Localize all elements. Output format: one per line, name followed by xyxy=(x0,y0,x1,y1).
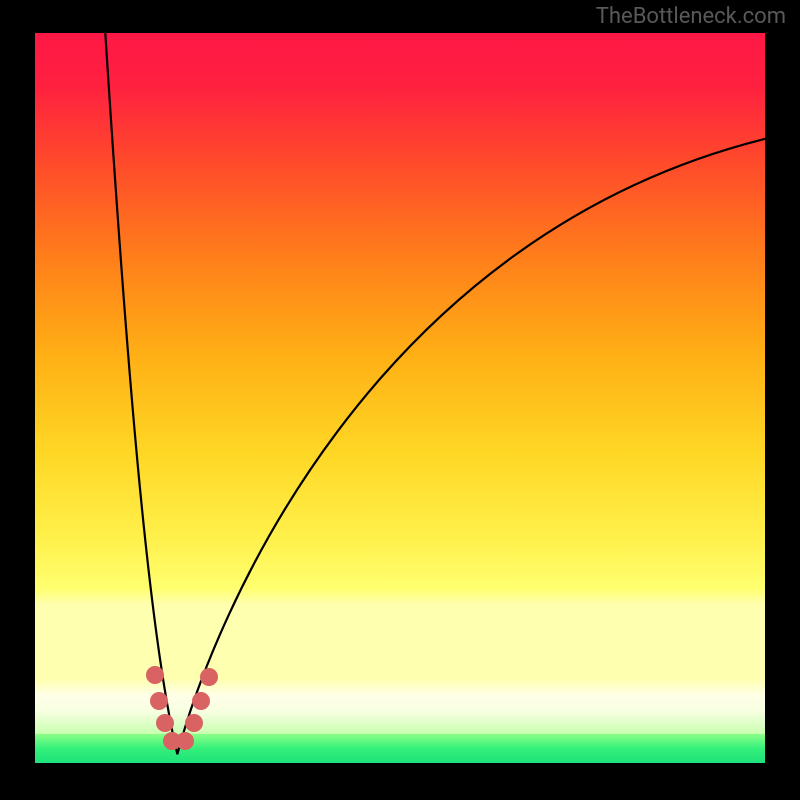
curve-marker xyxy=(156,714,174,732)
curve-marker xyxy=(146,666,164,684)
watermark-text: TheBottleneck.com xyxy=(596,4,786,29)
bottleneck-curve xyxy=(0,0,800,800)
chart-stage: TheBottleneck.com xyxy=(0,0,800,800)
bottleneck-curve-path xyxy=(104,18,765,754)
curve-marker xyxy=(200,668,218,686)
curve-marker xyxy=(185,714,203,732)
curve-marker xyxy=(192,692,210,710)
curve-marker xyxy=(150,692,168,710)
curve-marker xyxy=(176,732,194,750)
